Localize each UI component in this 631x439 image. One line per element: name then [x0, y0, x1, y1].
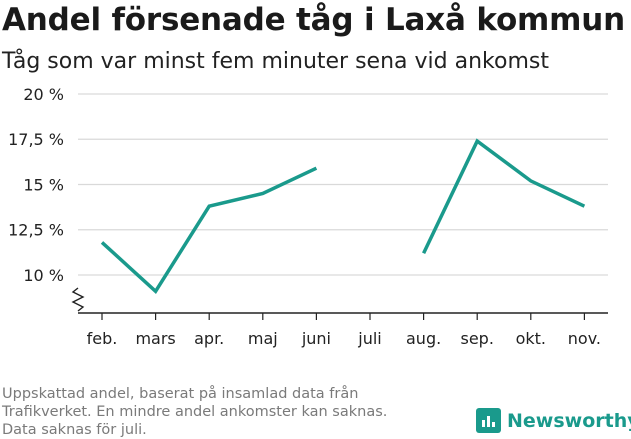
x-axis-tick-labels: feb. mars apr. maj juni juli aug. sep. okt. nov. [87, 313, 601, 348]
footnote-line: Uppskattad andel, baserat på insamlad da… [2, 386, 359, 402]
y-tick-label: 20 % [23, 85, 64, 104]
y-axis-tick-labels: 10 % 12,5 % 15 % 17,5 % 20 % [8, 85, 64, 285]
gridlines [78, 93, 608, 276]
footnote-line: Trafikverket. En mindre andel ankomster … [2, 404, 388, 420]
series-line-segment [100, 166, 318, 295]
x-tick-label: aug. [406, 329, 441, 348]
y-tick-label: 17,5 % [8, 130, 64, 149]
x-tick-label: mars [135, 329, 175, 348]
footnote-line: Data saknas för juli. [2, 422, 147, 438]
brand-logo: Newsworthy [476, 408, 631, 433]
y-tick-label: 10 % [23, 266, 64, 285]
x-tick-label: feb. [87, 329, 118, 348]
series-lines [100, 138, 586, 295]
chart-subtitle: Tåg som var minst fem minuter sena vid a… [2, 49, 549, 74]
series-line-segment [422, 138, 586, 255]
x-tick-label: sep. [460, 329, 493, 348]
brand-name: Newsworthy [507, 409, 631, 432]
x-tick-label: apr. [194, 329, 224, 348]
footnote: Uppskattad andel, baserat på insamlad da… [2, 385, 387, 439]
x-tick-label: juni [301, 329, 331, 348]
bar-chart-logo-icon [476, 408, 501, 433]
x-tick-label: maj [248, 329, 278, 348]
x-axis [71, 287, 608, 314]
chart-title: Andel försenade tåg i Laxå kommun [2, 2, 625, 38]
x-tick-label: nov. [568, 329, 601, 348]
y-tick-label: 15 % [23, 175, 64, 194]
axis-break-icon [71, 287, 85, 312]
y-tick-label: 12,5 % [8, 221, 64, 240]
line-chart: 10 % 12,5 % 15 % 17,5 % 20 % feb. mars apr. maj… [8, 85, 608, 348]
x-tick-label: juli [357, 329, 381, 348]
x-tick-label: okt. [516, 329, 546, 348]
